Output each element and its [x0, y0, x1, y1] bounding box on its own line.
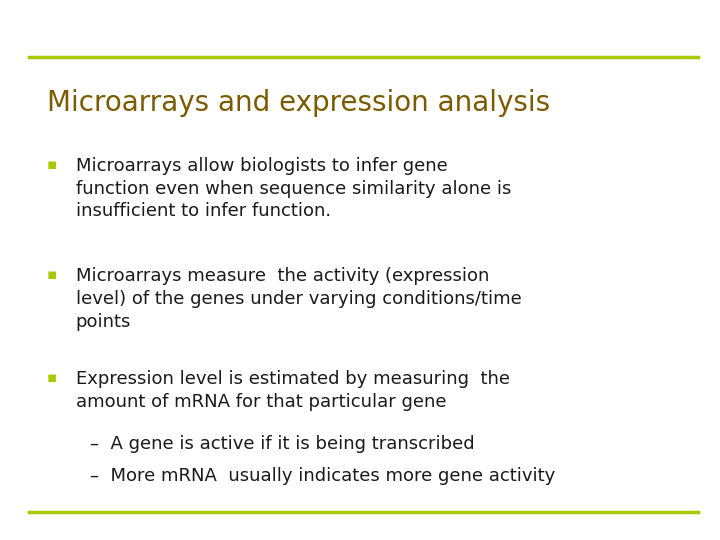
- Text: Expression level is estimated by measuring  the
amount of mRNA for that particul: Expression level is estimated by measuri…: [76, 370, 510, 411]
- Text: ▪: ▪: [47, 370, 57, 385]
- Text: –  More mRNA  usually indicates more gene activity: – More mRNA usually indicates more gene …: [90, 467, 555, 485]
- Text: Microarrays allow biologists to infer gene
function even when sequence similarit: Microarrays allow biologists to infer ge…: [76, 157, 511, 220]
- Text: ▪: ▪: [47, 267, 57, 282]
- Text: Microarrays measure  the activity (expression
level) of the genes under varying : Microarrays measure the activity (expres…: [76, 267, 521, 331]
- Text: –  A gene is active if it is being transcribed: – A gene is active if it is being transc…: [90, 435, 474, 453]
- Text: ▪: ▪: [47, 157, 57, 172]
- Text: Microarrays and expression analysis: Microarrays and expression analysis: [47, 89, 550, 117]
